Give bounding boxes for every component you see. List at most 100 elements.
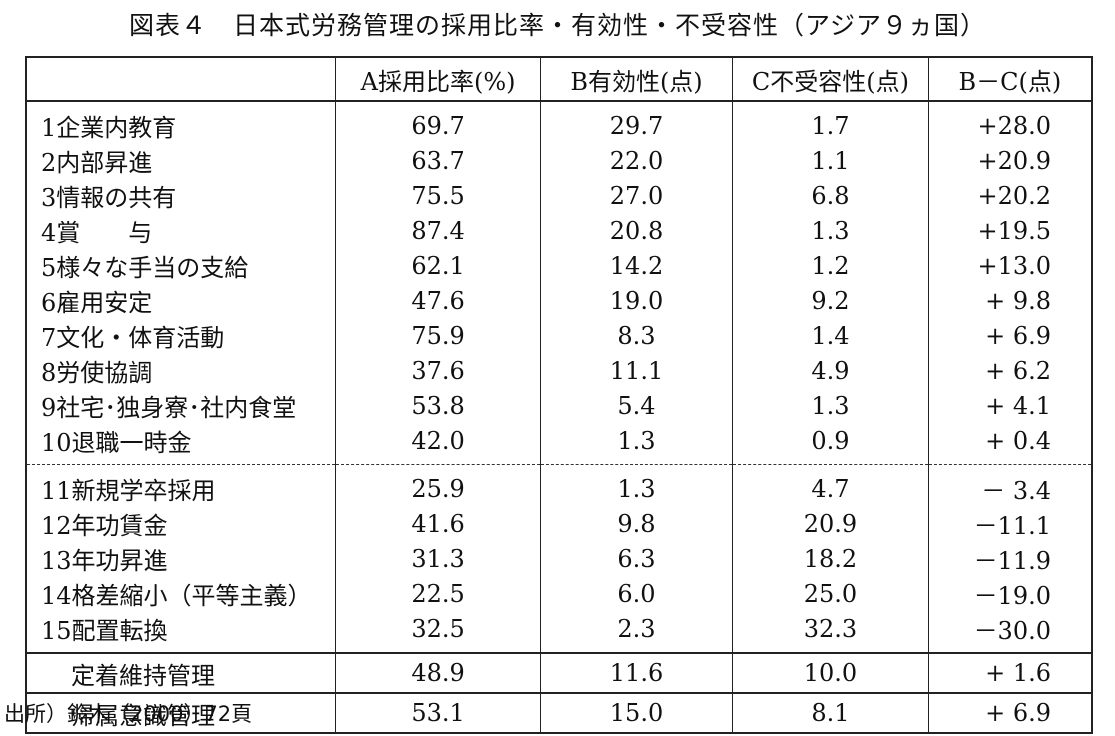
- non-acceptance-cell: 25.0: [732, 576, 929, 611]
- difference-cell: －11.9: [973, 547, 1051, 575]
- non-acceptance-cell: 10.0: [732, 652, 929, 693]
- non-acceptance-cell: 1.1: [732, 143, 929, 178]
- difference-cell: －19.0: [973, 582, 1051, 610]
- row-label: 3情報の共有: [26, 178, 337, 213]
- effectiveness-cell: 6.3: [540, 541, 734, 576]
- non-acceptance-cell: 6.8: [732, 178, 929, 213]
- effectiveness-cell: 27.0: [540, 178, 734, 213]
- adoption-rate-cell: 32.5: [335, 611, 541, 653]
- adoption-rate-cell: 25.9: [335, 464, 541, 506]
- table-row: 5様々な手当の支給 62.1 14.2 1.2 +13.0: [26, 248, 1092, 283]
- effectiveness-cell: 19.0: [540, 283, 734, 318]
- effectiveness-cell: 5.4: [540, 388, 734, 423]
- row-label: 2内部昇進: [26, 143, 337, 178]
- difference-cell: + 6.2: [985, 356, 1051, 385]
- header-effectiveness: B有効性(点): [540, 57, 734, 102]
- table-row: 2内部昇進 63.7 22.0 1.1 +20.9: [26, 143, 1092, 178]
- row-label: 9社宅･独身寮･社内食堂: [26, 388, 337, 423]
- effectiveness-cell: 11.1: [540, 353, 734, 388]
- adoption-rate-cell: 37.6: [335, 353, 541, 388]
- effectiveness-cell: 1.3: [540, 423, 734, 465]
- table-row: 3情報の共有 75.5 27.0 6.8 +20.2: [26, 178, 1092, 213]
- difference-cell: + 0.4: [985, 426, 1051, 455]
- header-difference: B－C(点): [928, 57, 1092, 102]
- row-label: 14格差縮小（平等主義）: [26, 576, 337, 611]
- non-acceptance-cell: 4.7: [732, 464, 929, 506]
- table-row: 1企業内教育 69.7 29.7 1.7 +28.0: [26, 101, 1092, 143]
- figure-title: 図表４ 日本式労務管理の採用比率・有効性・不受容性（アジア９ヵ国）: [128, 11, 986, 40]
- adoption-rate-cell: 75.5: [335, 178, 541, 213]
- non-acceptance-cell: 1.3: [732, 388, 929, 423]
- non-acceptance-cell: 9.2: [732, 283, 929, 318]
- table-row: 8労使協調 37.6 11.1 4.9 + 6.2: [26, 353, 1092, 388]
- difference-cell: + 6.9: [928, 692, 1092, 733]
- non-acceptance-cell: 32.3: [732, 611, 929, 653]
- adoption-rate-cell: 62.1: [335, 248, 541, 283]
- adoption-rate-cell: 48.9: [335, 652, 541, 693]
- table-row: 14格差縮小（平等主義） 22.5 6.0 25.0 －19.0: [26, 576, 1092, 611]
- table-row: 9社宅･独身寮･社内食堂 53.8 5.4 1.3 + 4.1: [26, 388, 1092, 423]
- row-label: 11新規学卒採用: [26, 464, 337, 506]
- effectiveness-cell: 20.8: [540, 213, 734, 248]
- adoption-rate-cell: 47.6: [335, 283, 541, 318]
- effectiveness-cell: 22.0: [540, 143, 734, 178]
- difference-cell: －30.0: [973, 617, 1051, 645]
- adoption-rate-cell: 69.7: [335, 101, 541, 143]
- table-row: 15配置転換 32.5 2.3 32.3 －30.0: [26, 611, 1092, 653]
- header-adoption-rate: A採用比率(%): [335, 57, 541, 102]
- adoption-rate-cell: 53.1: [335, 692, 541, 733]
- table-row: 11新規学卒採用 25.9 1.3 4.7 － 3.4: [26, 464, 1092, 506]
- non-acceptance-cell: 18.2: [732, 541, 929, 576]
- difference-cell: +20.2: [977, 181, 1051, 210]
- adoption-rate-cell: 87.4: [335, 213, 541, 248]
- adoption-rate-cell: 41.6: [335, 506, 541, 541]
- source-note: 出所）鈴木（2000）72頁: [4, 702, 253, 726]
- difference-cell: +20.9: [977, 146, 1051, 175]
- data-table: A採用比率(%) B有効性(点) C不受容性(点) B－C(点) 1企業内教育 6…: [25, 56, 1093, 734]
- effectiveness-cell: 2.3: [540, 611, 734, 653]
- adoption-rate-cell: 42.0: [335, 423, 541, 465]
- header-row: A採用比率(%) B有効性(点) C不受容性(点) B－C(点): [26, 57, 1092, 102]
- effectiveness-cell: 11.6: [540, 652, 734, 693]
- non-acceptance-cell: 1.3: [732, 213, 929, 248]
- non-acceptance-cell: 0.9: [732, 423, 929, 465]
- adoption-rate-cell: 31.3: [335, 541, 541, 576]
- effectiveness-cell: 6.0: [540, 576, 734, 611]
- difference-cell: + 9.8: [985, 286, 1051, 315]
- row-label: 12年功賃金: [26, 506, 337, 541]
- non-acceptance-cell: 8.1: [732, 692, 929, 733]
- effectiveness-cell: 8.3: [540, 318, 734, 353]
- non-acceptance-cell: 1.2: [732, 248, 929, 283]
- table-row: 6雇用安定 47.6 19.0 9.2 + 9.8: [26, 283, 1092, 318]
- non-acceptance-cell: 1.7: [732, 101, 929, 143]
- row-label: 7文化・体育活動: [26, 318, 337, 353]
- adoption-rate-cell: 75.9: [335, 318, 541, 353]
- table-row: 10退職一時金 42.0 1.3 0.9 + 0.4: [26, 423, 1092, 465]
- row-label: 4賞 与: [26, 213, 337, 248]
- effectiveness-cell: 14.2: [540, 248, 734, 283]
- row-label: 8労使協調: [26, 353, 337, 388]
- difference-cell: +13.0: [977, 251, 1051, 280]
- effectiveness-cell: 29.7: [540, 101, 734, 143]
- row-label: 定着維持管理: [26, 652, 337, 693]
- row-label: 13年功昇進: [26, 541, 337, 576]
- difference-cell: +28.0: [977, 111, 1051, 140]
- table-row: 定着維持管理 48.9 11.6 10.0 + 1.6: [26, 652, 1092, 693]
- difference-cell: + 4.1: [985, 391, 1051, 420]
- row-label: 1企業内教育: [26, 101, 337, 143]
- difference-cell: + 1.6: [928, 652, 1092, 693]
- row-label: 6雇用安定: [26, 283, 337, 318]
- adoption-rate-cell: 22.5: [335, 576, 541, 611]
- header-non-acceptance: C不受容性(点): [732, 57, 929, 102]
- effectiveness-cell: 1.3: [540, 464, 734, 506]
- difference-cell: － 3.4: [928, 464, 1092, 506]
- row-label: 15配置転換: [26, 611, 337, 653]
- header-blank: [26, 57, 337, 102]
- table-row: 13年功昇進 31.3 6.3 18.2 －11.9: [26, 541, 1092, 576]
- difference-cell: +19.5: [977, 216, 1051, 245]
- effectiveness-cell: 15.0: [540, 692, 734, 733]
- table-row: 12年功賃金 41.6 9.8 20.9 －11.1: [26, 506, 1092, 541]
- difference-cell: + 6.9: [985, 321, 1051, 350]
- non-acceptance-cell: 1.4: [732, 318, 929, 353]
- non-acceptance-cell: 4.9: [732, 353, 929, 388]
